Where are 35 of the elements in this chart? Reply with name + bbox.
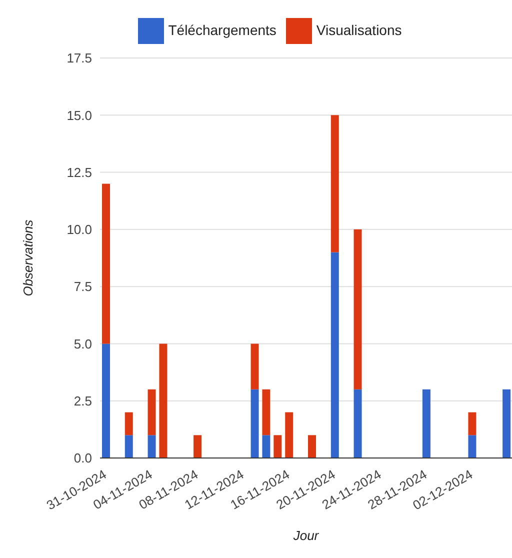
bar [330,252,339,458]
legend-label: Visualisations [316,22,402,38]
y-tick-label: 2.5 [74,393,92,408]
bar [124,412,133,436]
bar [262,389,270,436]
bar [330,115,339,252]
bar [502,389,511,458]
bar [159,344,168,458]
bar [250,389,259,458]
bar [102,184,110,344]
y-tick-label: 12.5 [66,164,92,180]
bar [308,435,316,458]
bar [354,389,362,458]
y-tick-label: 15.0 [66,108,92,123]
y-tick-label: 7.5 [74,279,92,294]
bar [148,435,156,458]
y-axis-title: Observations [20,219,36,296]
bar [124,435,133,458]
bar [102,344,110,458]
bar [468,412,476,436]
bar [274,435,282,458]
legend-label: Téléchargements [168,22,276,38]
bar [148,389,156,436]
x-axis-title: Jour [292,528,320,543]
bar [262,435,270,458]
y-tick-label: 10.0 [66,222,92,238]
bar [194,435,202,458]
bar [354,229,362,390]
y-tick-label: 5.0 [74,336,92,352]
bar [468,435,476,458]
bar [285,412,294,458]
bar [422,389,430,458]
bar [250,344,259,390]
y-tick-label: 17.5 [66,50,92,66]
y-tick-label: 0.0 [74,450,92,466]
